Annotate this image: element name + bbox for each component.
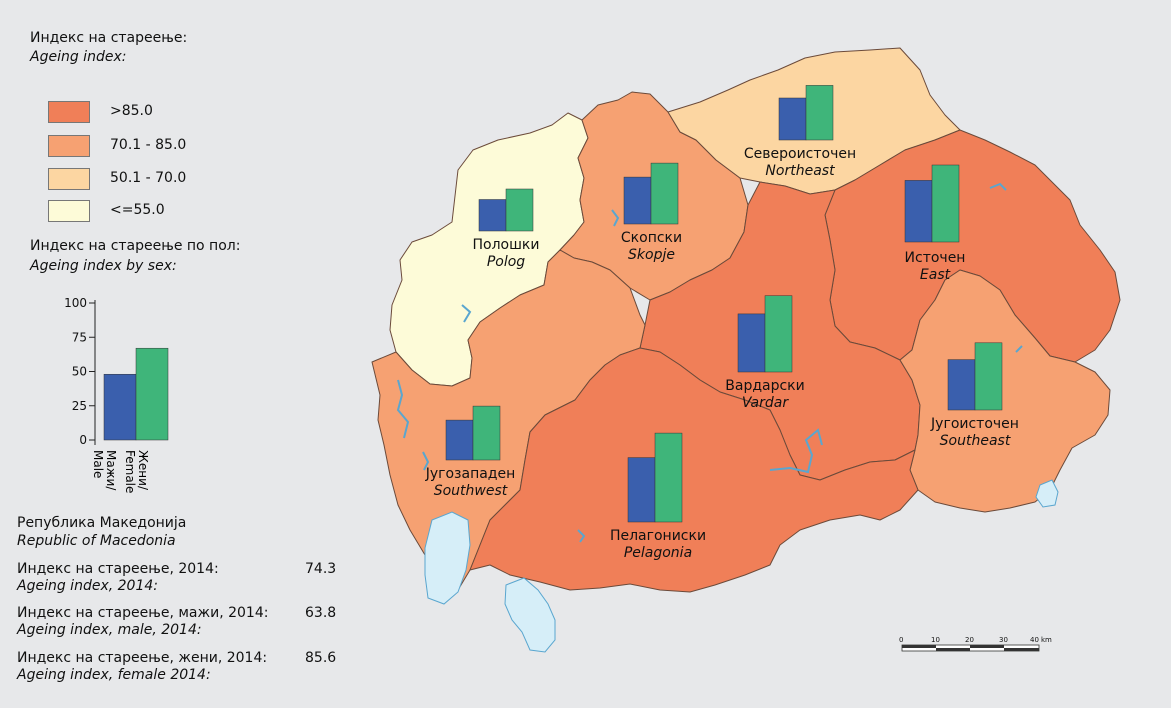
region-name-en: Southwest: [433, 483, 508, 499]
sex-chart-tick-label: 50: [72, 365, 87, 379]
region-bar-male-vardar: [737, 313, 766, 373]
stat-value: 85.6: [305, 650, 337, 666]
sex-legend-title-en: Ageing index by sex:: [30, 258, 177, 274]
region-name-en: Polog: [486, 254, 526, 270]
stat-value: 63.8: [305, 605, 337, 621]
scale-tick: 0: [899, 636, 904, 644]
region-name-en: Southeast: [939, 433, 1011, 449]
region-name: Пелагониски: [609, 528, 707, 544]
region-bar-female-southwest: [472, 405, 501, 461]
legend-title: Индекс на стареење:: [30, 30, 188, 46]
region-name: Вардарски: [725, 378, 805, 394]
region-label-skopje: Скопски Skopje: [614, 230, 689, 264]
region-label-southwest: Југозападен Southwest: [408, 466, 533, 500]
sex-chart-label-female: Жени/Female: [123, 450, 150, 493]
region-name-en: Skopje: [628, 247, 675, 263]
region-bar-female-skopje: [650, 162, 679, 225]
sex-chart-bar-male: [103, 373, 137, 441]
sex-chart-tick-label: 25: [72, 399, 87, 413]
region-bar-male-southwest: [445, 419, 474, 461]
region-label-polog: Полошки Polog: [472, 237, 540, 271]
stat-label: Индекс на стареење, жени, 2014:: [17, 650, 268, 666]
stat-label-en: Ageing index, 2014:: [17, 578, 158, 594]
region-bar-male-skopje: [623, 176, 652, 225]
region-name-en: Northeast: [765, 163, 835, 179]
region-label-pelagonia: Пелагониски Pelagonia: [598, 528, 718, 562]
region-bar-female-pelagonia: [654, 432, 683, 523]
sex-chart-tick-label: 75: [72, 330, 87, 344]
stat-label: Индекс на стареење, мажи, 2014:: [17, 605, 269, 621]
region-name: Скопски: [620, 230, 683, 246]
rivers: [396, 182, 1023, 543]
region-bar-male-polog: [478, 199, 507, 232]
lake-dojran: [1035, 479, 1059, 508]
sex-legend-title: Индекс на стареење по пол:: [30, 238, 241, 254]
region-name: Полошки: [472, 237, 540, 253]
region-label-northeast: Североисточен Northeast: [735, 146, 865, 180]
region-name: Североисточен: [743, 146, 857, 162]
sex-chart-bar-female: [135, 347, 169, 441]
scale-tick: 10: [931, 636, 940, 644]
region-bar-female-northeast: [805, 85, 834, 141]
legend-swatch: [48, 101, 90, 123]
scale-tick: 30: [999, 636, 1008, 644]
scale-tick: 20: [965, 636, 974, 644]
sex-chart-tick-label: 100: [64, 296, 87, 310]
stat-label-en: Ageing index, male, 2014:: [17, 622, 202, 638]
region-bar-female-vardar: [764, 295, 793, 373]
country-name-en: Republic of Macedonia: [17, 533, 176, 549]
region-pelagonia[interactable]: [469, 347, 919, 593]
region-name-en: Pelagonia: [623, 545, 693, 561]
legend-label: 70.1 - 85.0: [110, 137, 187, 153]
region-name: Источен: [904, 250, 966, 266]
country-name: Република Македонија: [17, 515, 187, 531]
sex-legend-chart: 100 75 50 25 0 Мажи/Male Жени/Female: [64, 296, 169, 493]
legend-label: 50.1 - 70.0: [110, 170, 187, 186]
region-bar-male-east: [904, 180, 933, 243]
region-label-east: Источен East: [885, 250, 985, 284]
legend-title-en: Ageing index:: [30, 49, 127, 65]
region-bar-male-pelagonia: [627, 457, 656, 523]
region-name-en: Vardar: [741, 395, 789, 411]
region-bar-female-southeast: [974, 342, 1003, 411]
region-label-vardar: Вардарски Vardar: [715, 378, 815, 412]
legend-swatch: [48, 168, 90, 190]
stat-label-en: Ageing index, female 2014:: [17, 667, 211, 683]
region-label-southeast: Југоисточен Southeast: [920, 416, 1030, 450]
region-bar-female-polog: [505, 188, 534, 232]
region-name-en: East: [919, 267, 951, 283]
scale-unit: km: [1041, 636, 1052, 644]
region-bar-male-southeast: [947, 359, 976, 411]
legend-label: >85.0: [110, 103, 153, 119]
lake-ohrid: [424, 511, 471, 605]
legend-swatch: [48, 135, 90, 157]
stat-value: 74.3: [305, 561, 337, 577]
region-southeast[interactable]: [899, 269, 1111, 513]
stat-label: Индекс на стареење, 2014:: [17, 561, 219, 577]
region-name: Југозападен: [425, 466, 516, 482]
region-bar-male-northeast: [778, 97, 807, 141]
lake-prespa: [504, 577, 556, 653]
legend-label: <=55.0: [110, 202, 165, 218]
legend-swatch: [48, 200, 90, 222]
region-name: Југоисточен: [931, 416, 1019, 432]
region-bar-female-east: [931, 164, 960, 243]
scale-bar: [901, 644, 1040, 652]
sex-chart-tick-label: 0: [79, 433, 87, 447]
sex-chart-label-male: Мажи/Male: [91, 450, 118, 491]
scale-tick: 40: [1030, 636, 1039, 644]
